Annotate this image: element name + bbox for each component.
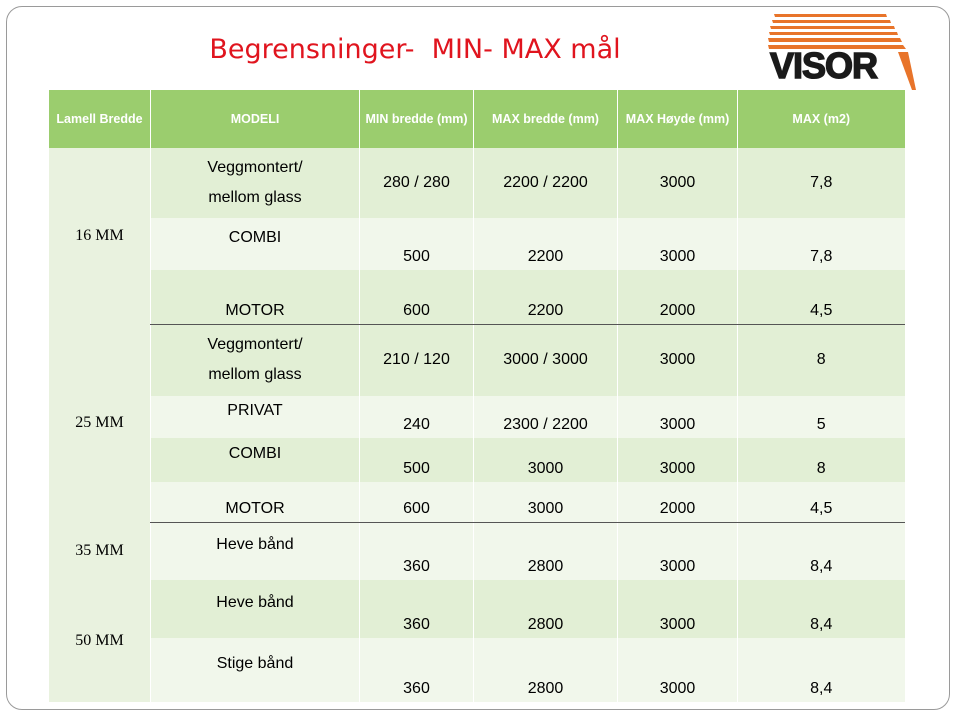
- header-model: MODELI: [150, 90, 360, 148]
- model-cell: Heve bånd: [150, 522, 360, 580]
- max-height-cell: 3000: [617, 580, 738, 638]
- max-height-cell: 3000: [617, 522, 738, 580]
- table-row: MOTOR 600 2200 2000 4,5: [49, 270, 905, 325]
- model-cell: Veggmontert/mellom glass: [150, 324, 360, 396]
- lamell-35mm: 35 MM: [48, 522, 151, 580]
- table-row: 35 MM Heve bånd 360 2800 3000 8,4: [48, 522, 905, 580]
- lamell-25mm: 25 MM: [48, 324, 151, 522]
- table-row: COMBI 500 3000 3000 8: [49, 438, 905, 482]
- min-width-cell: 210 / 120: [359, 324, 474, 396]
- model-cell: Veggmontert/mellom glass: [150, 148, 360, 218]
- min-width-cell: 360: [359, 580, 474, 638]
- model-cell: Stige bånd: [150, 638, 360, 702]
- max-width-cell: 3000: [473, 438, 618, 482]
- max-width-cell: 2800: [473, 638, 618, 702]
- max-area-cell: 4,5: [737, 270, 905, 325]
- max-area-cell: 4,5: [737, 482, 905, 523]
- min-width-cell: 240: [359, 396, 474, 438]
- header-max-height: MAX Høyde (mm): [617, 90, 738, 148]
- max-height-cell: 3000: [617, 148, 738, 218]
- header-lamell: Lamell Bredde: [48, 90, 151, 148]
- lamell-16mm: 16 MM: [48, 148, 151, 324]
- max-area-cell: 8,4: [737, 638, 905, 702]
- model-cell: Heve bånd: [150, 580, 360, 638]
- table-row: PRIVAT 240 2300 / 2200 3000 5: [49, 396, 905, 438]
- max-area-cell: 8,4: [737, 522, 905, 580]
- model-cell: MOTOR: [150, 270, 360, 325]
- table-row: COMBI 500 2200 3000 7,8: [49, 218, 905, 270]
- table-row: 50 MM Heve bånd 360 2800 3000 8,4: [48, 580, 905, 702]
- page-title: Begrensninger- MIN- MAX mål: [209, 34, 621, 65]
- header-max-width: MAX bredde (mm): [473, 90, 618, 148]
- visor-logo: VISOR: [768, 14, 916, 90]
- max-width-cell: 2200: [473, 270, 618, 325]
- limits-table: Lamell Bredde MODELI MIN bredde (mm) MAX…: [48, 90, 905, 702]
- max-height-cell: 3000: [617, 638, 738, 702]
- max-height-cell: 3000: [617, 324, 738, 396]
- max-width-cell: 3000: [473, 482, 618, 523]
- min-width-cell: 500: [359, 438, 474, 482]
- max-height-cell: 3000: [617, 218, 738, 270]
- max-area-cell: 7,8: [737, 218, 905, 270]
- logo-text: VISOR: [770, 45, 878, 86]
- max-area-cell: 8: [737, 324, 905, 396]
- max-width-cell: 3000 / 3000: [473, 324, 618, 396]
- table-row: Stige bånd 360 2800 3000 8,4: [49, 638, 905, 702]
- min-width-cell: 600: [359, 270, 474, 325]
- model-cell: PRIVAT: [150, 396, 360, 438]
- min-width-cell: 360: [359, 638, 474, 702]
- max-area-cell: 8: [737, 438, 905, 482]
- max-area-cell: 7,8: [737, 148, 905, 218]
- max-height-cell: 2000: [617, 482, 738, 523]
- table-row: MOTOR 600 3000 2000 4,5: [49, 482, 905, 523]
- max-height-cell: 3000: [617, 396, 738, 438]
- model-cell: COMBI: [150, 218, 360, 270]
- max-width-cell: 2800: [473, 522, 618, 580]
- model-cell: COMBI: [150, 438, 360, 482]
- table-row: 16 MM Veggmontert/mellom glass 280 / 280…: [48, 148, 905, 324]
- lamell-50mm: 50 MM: [48, 580, 151, 702]
- header-min-width: MIN bredde (mm): [359, 90, 474, 148]
- max-width-cell: 2200: [473, 218, 618, 270]
- min-width-cell: 280 / 280: [359, 148, 474, 218]
- max-width-cell: 2800: [473, 580, 618, 638]
- max-area-cell: 5: [737, 396, 905, 438]
- max-area-cell: 8,4: [737, 580, 905, 638]
- min-width-cell: 500: [359, 218, 474, 270]
- max-height-cell: 2000: [617, 270, 738, 325]
- max-width-cell: 2300 / 2200: [473, 396, 618, 438]
- table-header-row: Lamell Bredde MODELI MIN bredde (mm) MAX…: [48, 90, 905, 148]
- max-height-cell: 3000: [617, 438, 738, 482]
- min-width-cell: 360: [359, 522, 474, 580]
- header-max-area: MAX (m2): [737, 90, 905, 148]
- table-row: 25 MM Veggmontert/mellom glass 210 / 120…: [48, 324, 905, 522]
- model-cell: MOTOR: [150, 482, 360, 523]
- min-width-cell: 600: [359, 482, 474, 523]
- max-width-cell: 2200 / 2200: [473, 148, 618, 218]
